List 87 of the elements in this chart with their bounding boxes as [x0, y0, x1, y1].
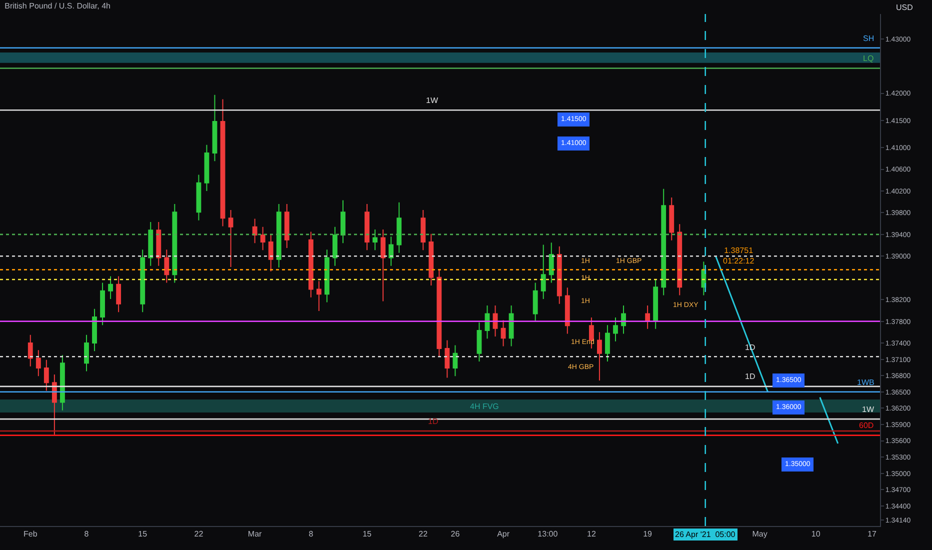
candlestick: [613, 317, 618, 342]
x-tick-label: 15: [138, 530, 148, 539]
candlestick: [36, 350, 41, 377]
candlestick: [44, 359, 49, 392]
candlestick: [196, 174, 202, 221]
candlestick: [548, 242, 554, 284]
ref-line-label: 1W: [862, 405, 874, 414]
x-tick-label: 10: [811, 530, 821, 539]
x-tick-label: 12: [586, 530, 596, 539]
candlestick: [164, 249, 170, 284]
x-tick-label: Mar: [248, 530, 262, 539]
ref-line-label: 1.38751 01:22:12: [723, 246, 755, 266]
candlestick: [508, 305, 514, 347]
x-tick-label: 8: [84, 530, 90, 539]
candlestick: [284, 204, 290, 249]
candlestick: [436, 268, 442, 358]
candlestick: [60, 354, 65, 411]
candlestick: [605, 324, 610, 362]
x-tick-label: Feb: [23, 530, 38, 539]
x-tick-label: 17: [868, 530, 877, 539]
candlestick: [492, 305, 498, 338]
candlestick: [564, 287, 570, 334]
candlestick: [396, 202, 402, 254]
candlestick: [140, 249, 146, 313]
candlestick: [100, 282, 105, 326]
x-tick-label: May: [752, 530, 768, 539]
candlestick: [484, 305, 490, 340]
x-tick-label: 19: [643, 530, 653, 539]
candlestick: [84, 334, 89, 372]
candlestick: [52, 374, 57, 436]
candlestick: [428, 233, 434, 286]
candlestick: [677, 224, 682, 296]
candlestick: [476, 322, 482, 362]
y-axis-title: USD: [896, 3, 914, 12]
candlestick: [388, 236, 394, 266]
candlestick: [220, 98, 226, 227]
chart-title: British Pound / U.S. Dollar, 4h: [4, 1, 110, 10]
candlestick: [645, 305, 650, 330]
candlestick: [444, 340, 450, 378]
candlestick: [661, 188, 666, 296]
ref-line-label: 1W: [426, 96, 438, 105]
candlestick: [204, 144, 210, 192]
candlestick: [532, 282, 538, 322]
x-tick-label: 22: [418, 530, 428, 539]
ref-line-label: 1WB: [857, 378, 874, 387]
candlestick: [500, 320, 506, 347]
candlestick: [372, 229, 378, 251]
candlestick: [324, 249, 330, 303]
candlestick: [276, 204, 282, 268]
candlestick: [28, 334, 33, 367]
candlestick: [92, 308, 97, 352]
candlestick: [308, 231, 314, 298]
x-tick-label: 13:00: [538, 530, 558, 539]
candlestick: [228, 210, 234, 268]
candlestick: [156, 221, 162, 266]
candlestick: [172, 204, 178, 284]
candlestick: [452, 344, 458, 377]
candlestick: [380, 229, 386, 302]
candlestick: [260, 226, 266, 251]
candlestick: [556, 246, 562, 304]
x-tick-label: Apr: [497, 530, 510, 539]
candlestick: [108, 276, 114, 300]
candlestick: [148, 221, 154, 266]
x-tick-label: 15: [362, 530, 372, 539]
ref-line-label: 26 Apr '21 05:00: [675, 530, 736, 539]
candlestick: [268, 233, 274, 272]
ref-line-label: 60D: [859, 421, 874, 430]
ref-line-label: LQ: [863, 54, 874, 63]
x-tick-label: 26: [450, 530, 460, 539]
x-tick-label: 22: [194, 530, 204, 539]
candlestick: [669, 197, 674, 241]
ref-line-label: 1D: [745, 372, 756, 381]
candlestick: [597, 332, 602, 381]
candlestick: [116, 276, 122, 313]
candlestick: [252, 218, 258, 244]
candlestick: [653, 278, 658, 330]
candlestick: [340, 200, 346, 244]
candlestick: [621, 305, 626, 334]
candlestick: [364, 204, 370, 251]
x-tick-label: 8: [308, 530, 314, 539]
candlestick: [540, 244, 546, 300]
band-label: 4H FVG: [470, 402, 499, 411]
ref-line-label: SH: [863, 34, 874, 43]
candlestick: [316, 280, 322, 312]
candlestick: [420, 210, 426, 251]
candlestick: [332, 226, 338, 266]
candlestick: [212, 94, 218, 162]
